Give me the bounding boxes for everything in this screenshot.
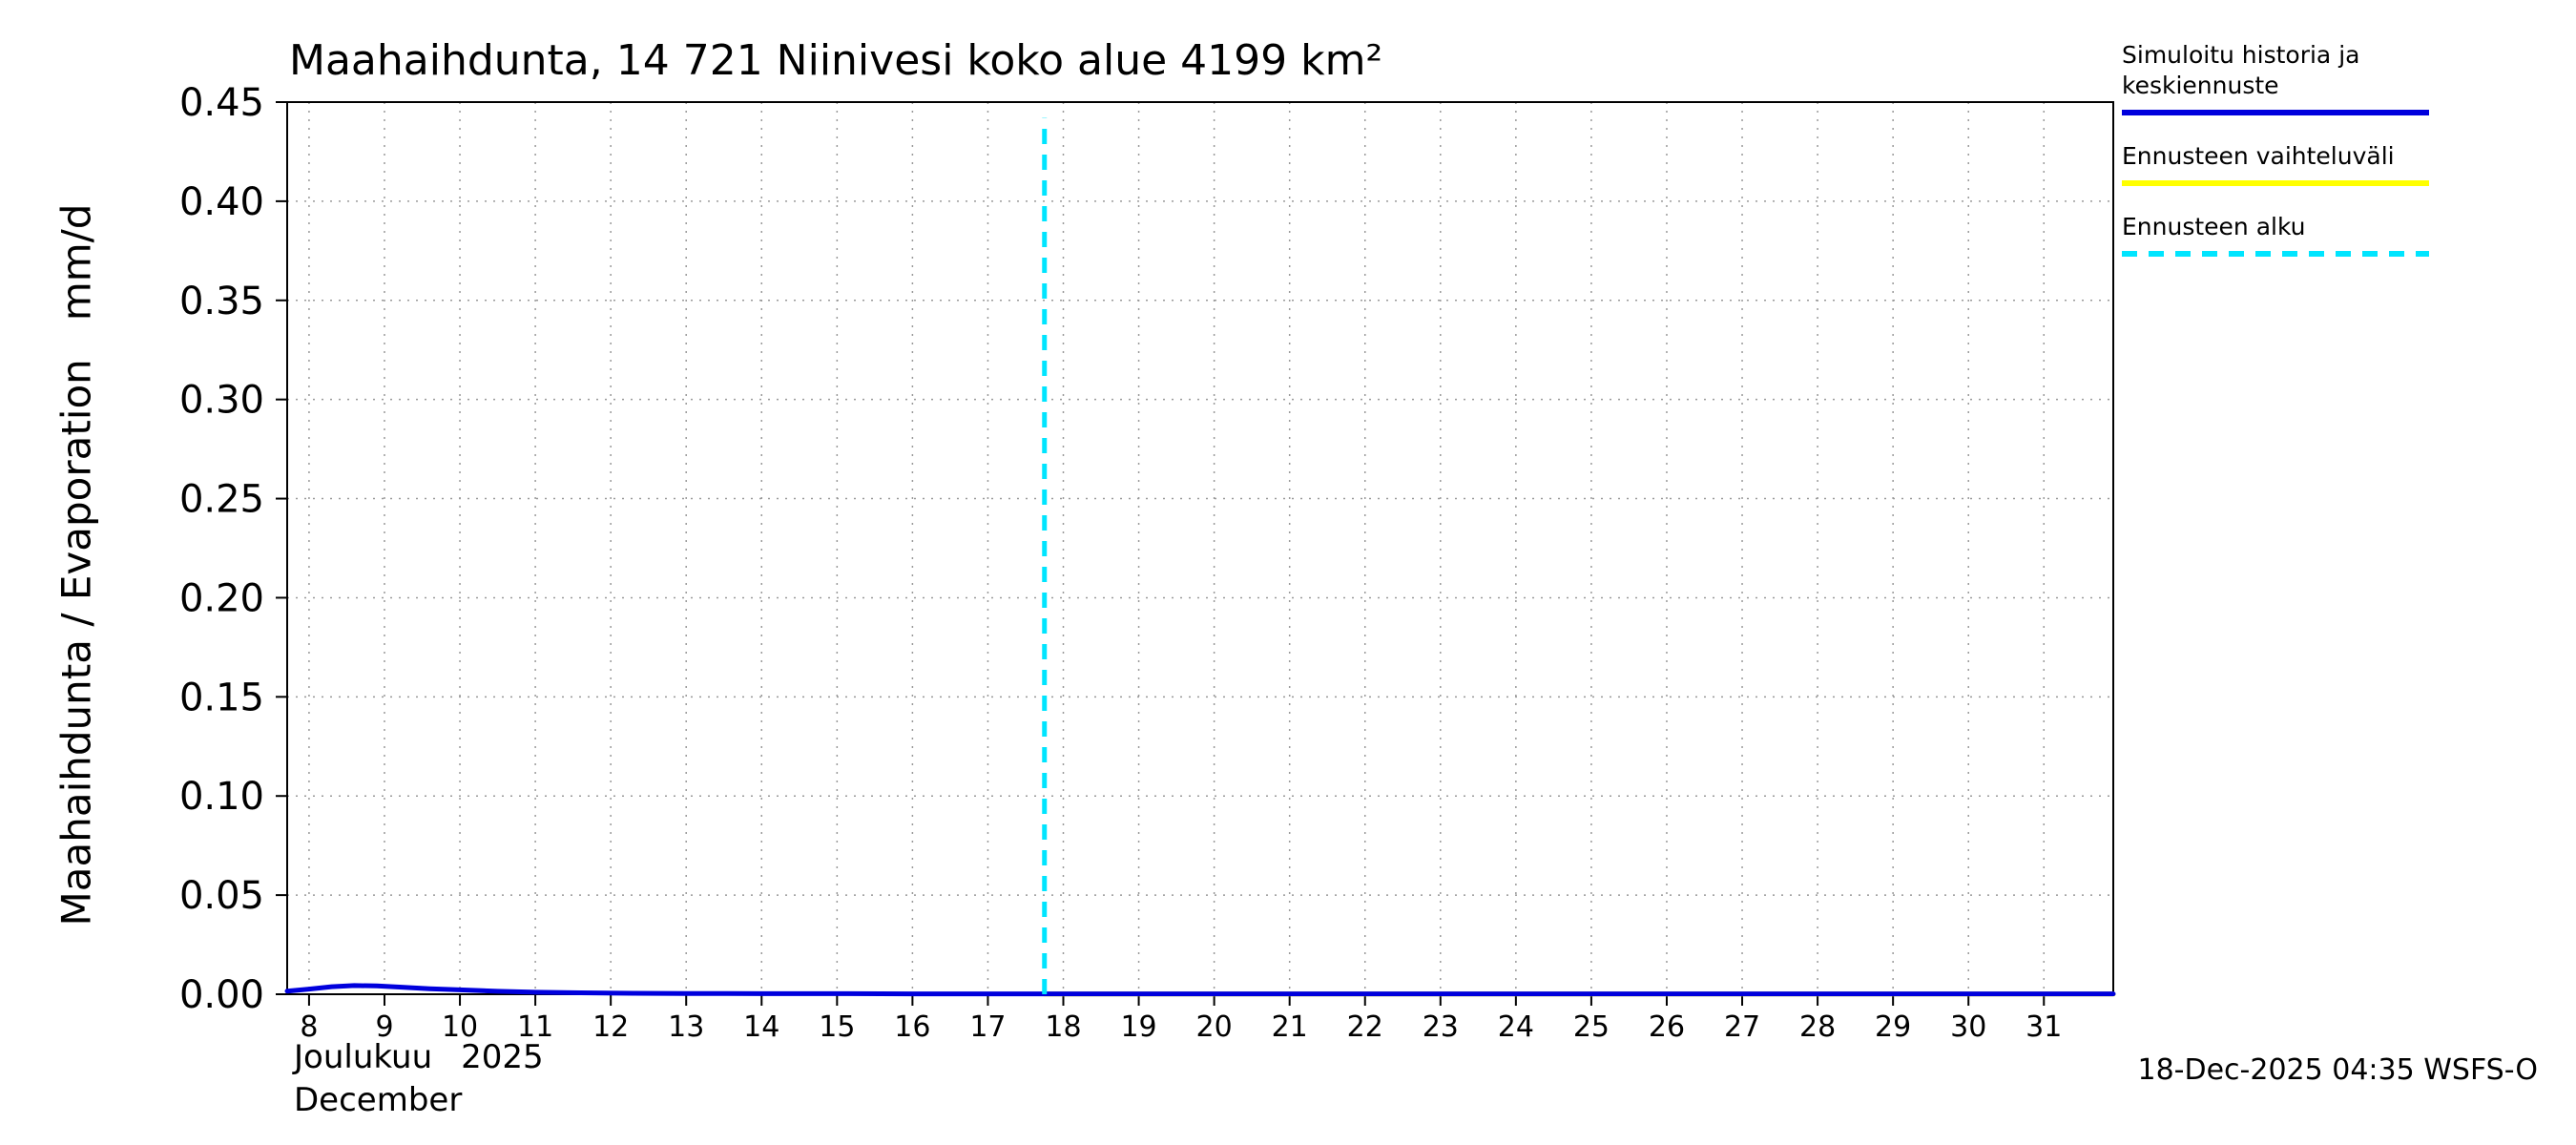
y-tick-label: 0.15 [179,676,264,719]
legend-entry-forecast-start: Ennusteen alku [2122,212,2451,257]
y-tick-label: 0.45 [179,81,264,125]
x-tick-label: 29 [1875,1010,1911,1044]
x-tick-label: 13 [668,1010,704,1044]
legend-entry-history: Simuloitu historia ja keskiennuste [2122,40,2451,115]
x-tick-label: 22 [1347,1010,1383,1044]
x-tick-label: 16 [894,1010,930,1044]
x-tick-label: 24 [1498,1010,1534,1044]
plot-frame [286,101,2114,995]
x-tick-label: 15 [819,1010,855,1044]
legend-label-forecast-start: Ennusteen alku [2122,213,2306,240]
x-tick-label: 19 [1120,1010,1156,1044]
timestamp: 18-Dec-2025 04:35 WSFS-O [2137,1053,2538,1087]
chart-title: Maahaihdunta, 14 721 Niinivesi koko alue… [289,36,1383,85]
y-tick-label: 0.25 [179,478,264,522]
x-tick-label: 30 [1950,1010,1986,1044]
x-tick-label: 26 [1649,1010,1685,1044]
y-tick-label: 0.20 [179,576,264,620]
x-tick-label: 21 [1272,1010,1308,1044]
legend-line-forecast-start [2122,251,2429,257]
x-tick-label: 11 [517,1010,553,1044]
y-tick-label: 0.10 [179,775,264,819]
y-tick-label: 0.00 [179,973,264,1017]
x-tick-label: 27 [1724,1010,1760,1044]
y-tick-label: 0.35 [179,280,264,323]
month-label-english: December [294,1081,463,1119]
x-tick-label: 17 [969,1010,1006,1044]
x-tick-label: 10 [442,1010,478,1044]
x-tick-label: 18 [1045,1010,1081,1044]
series-line-history_mean [284,983,2116,997]
x-tick-label: 31 [2025,1010,2062,1044]
legend-entry-range: Ennusteen vaihteluväli [2122,141,2451,186]
legend: Simuloitu historia ja keskiennuste Ennus… [2122,40,2451,282]
x-axis-month-label: Joulukuu 2025 December [294,1036,544,1122]
legend-label-history: Simuloitu historia ja keskiennuste [2122,41,2360,99]
y-tick-label: 0.05 [179,874,264,918]
x-tick-label: 25 [1573,1010,1610,1044]
y-tick-label: 0.30 [179,379,264,423]
x-tick-label: 28 [1799,1010,1836,1044]
legend-label-range: Ennusteen vaihteluväli [2122,142,2395,170]
legend-line-history [2122,110,2429,115]
x-tick-label: 8 [300,1010,318,1044]
x-tick-label: 20 [1196,1010,1233,1044]
legend-line-range [2122,180,2429,186]
x-tick-label: 9 [375,1010,393,1044]
y-tick-label: 0.40 [179,180,264,224]
x-tick-label: 14 [743,1010,779,1044]
month-label-finnish: Joulukuu 2025 [294,1038,544,1076]
x-tick-label: 23 [1423,1010,1459,1044]
x-tick-label: 12 [592,1010,629,1044]
